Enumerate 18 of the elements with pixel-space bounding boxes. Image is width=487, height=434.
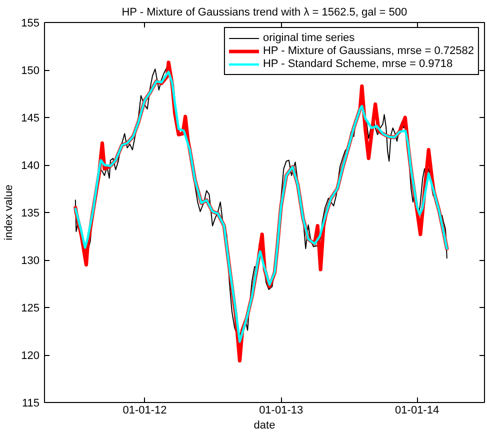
y-axis-title: index value — [3, 184, 16, 240]
x-axis-title: date — [254, 420, 276, 432]
x-tick-label: 01-01-13 — [259, 404, 304, 416]
legend-label: HP - Standard Scheme, mrse = 0.9718 — [262, 58, 453, 70]
y-tick-label: 120 — [21, 350, 40, 362]
y-tick-label: 140 — [21, 160, 40, 172]
x-tick-label: 01-01-14 — [395, 404, 440, 416]
x-tick-label: 01-01-12 — [122, 404, 167, 416]
legend-label: HP - Mixture of Gaussians, mrse = 0.72582 — [262, 45, 474, 57]
y-tick-label: 155 — [21, 18, 40, 30]
y-tick-label: 135 — [21, 208, 40, 220]
y-tick-label: 150 — [21, 65, 40, 77]
y-tick-label: 145 — [21, 112, 40, 124]
y-tick-label: 115 — [22, 398, 40, 410]
chart-title: HP - Mixture of Gaussians trend with λ = 1562.5, gal = 500 — [122, 6, 408, 18]
y-tick-label: 130 — [21, 255, 40, 267]
legend-label: original time series — [262, 32, 355, 44]
y-tick-label: 125 — [21, 302, 40, 314]
